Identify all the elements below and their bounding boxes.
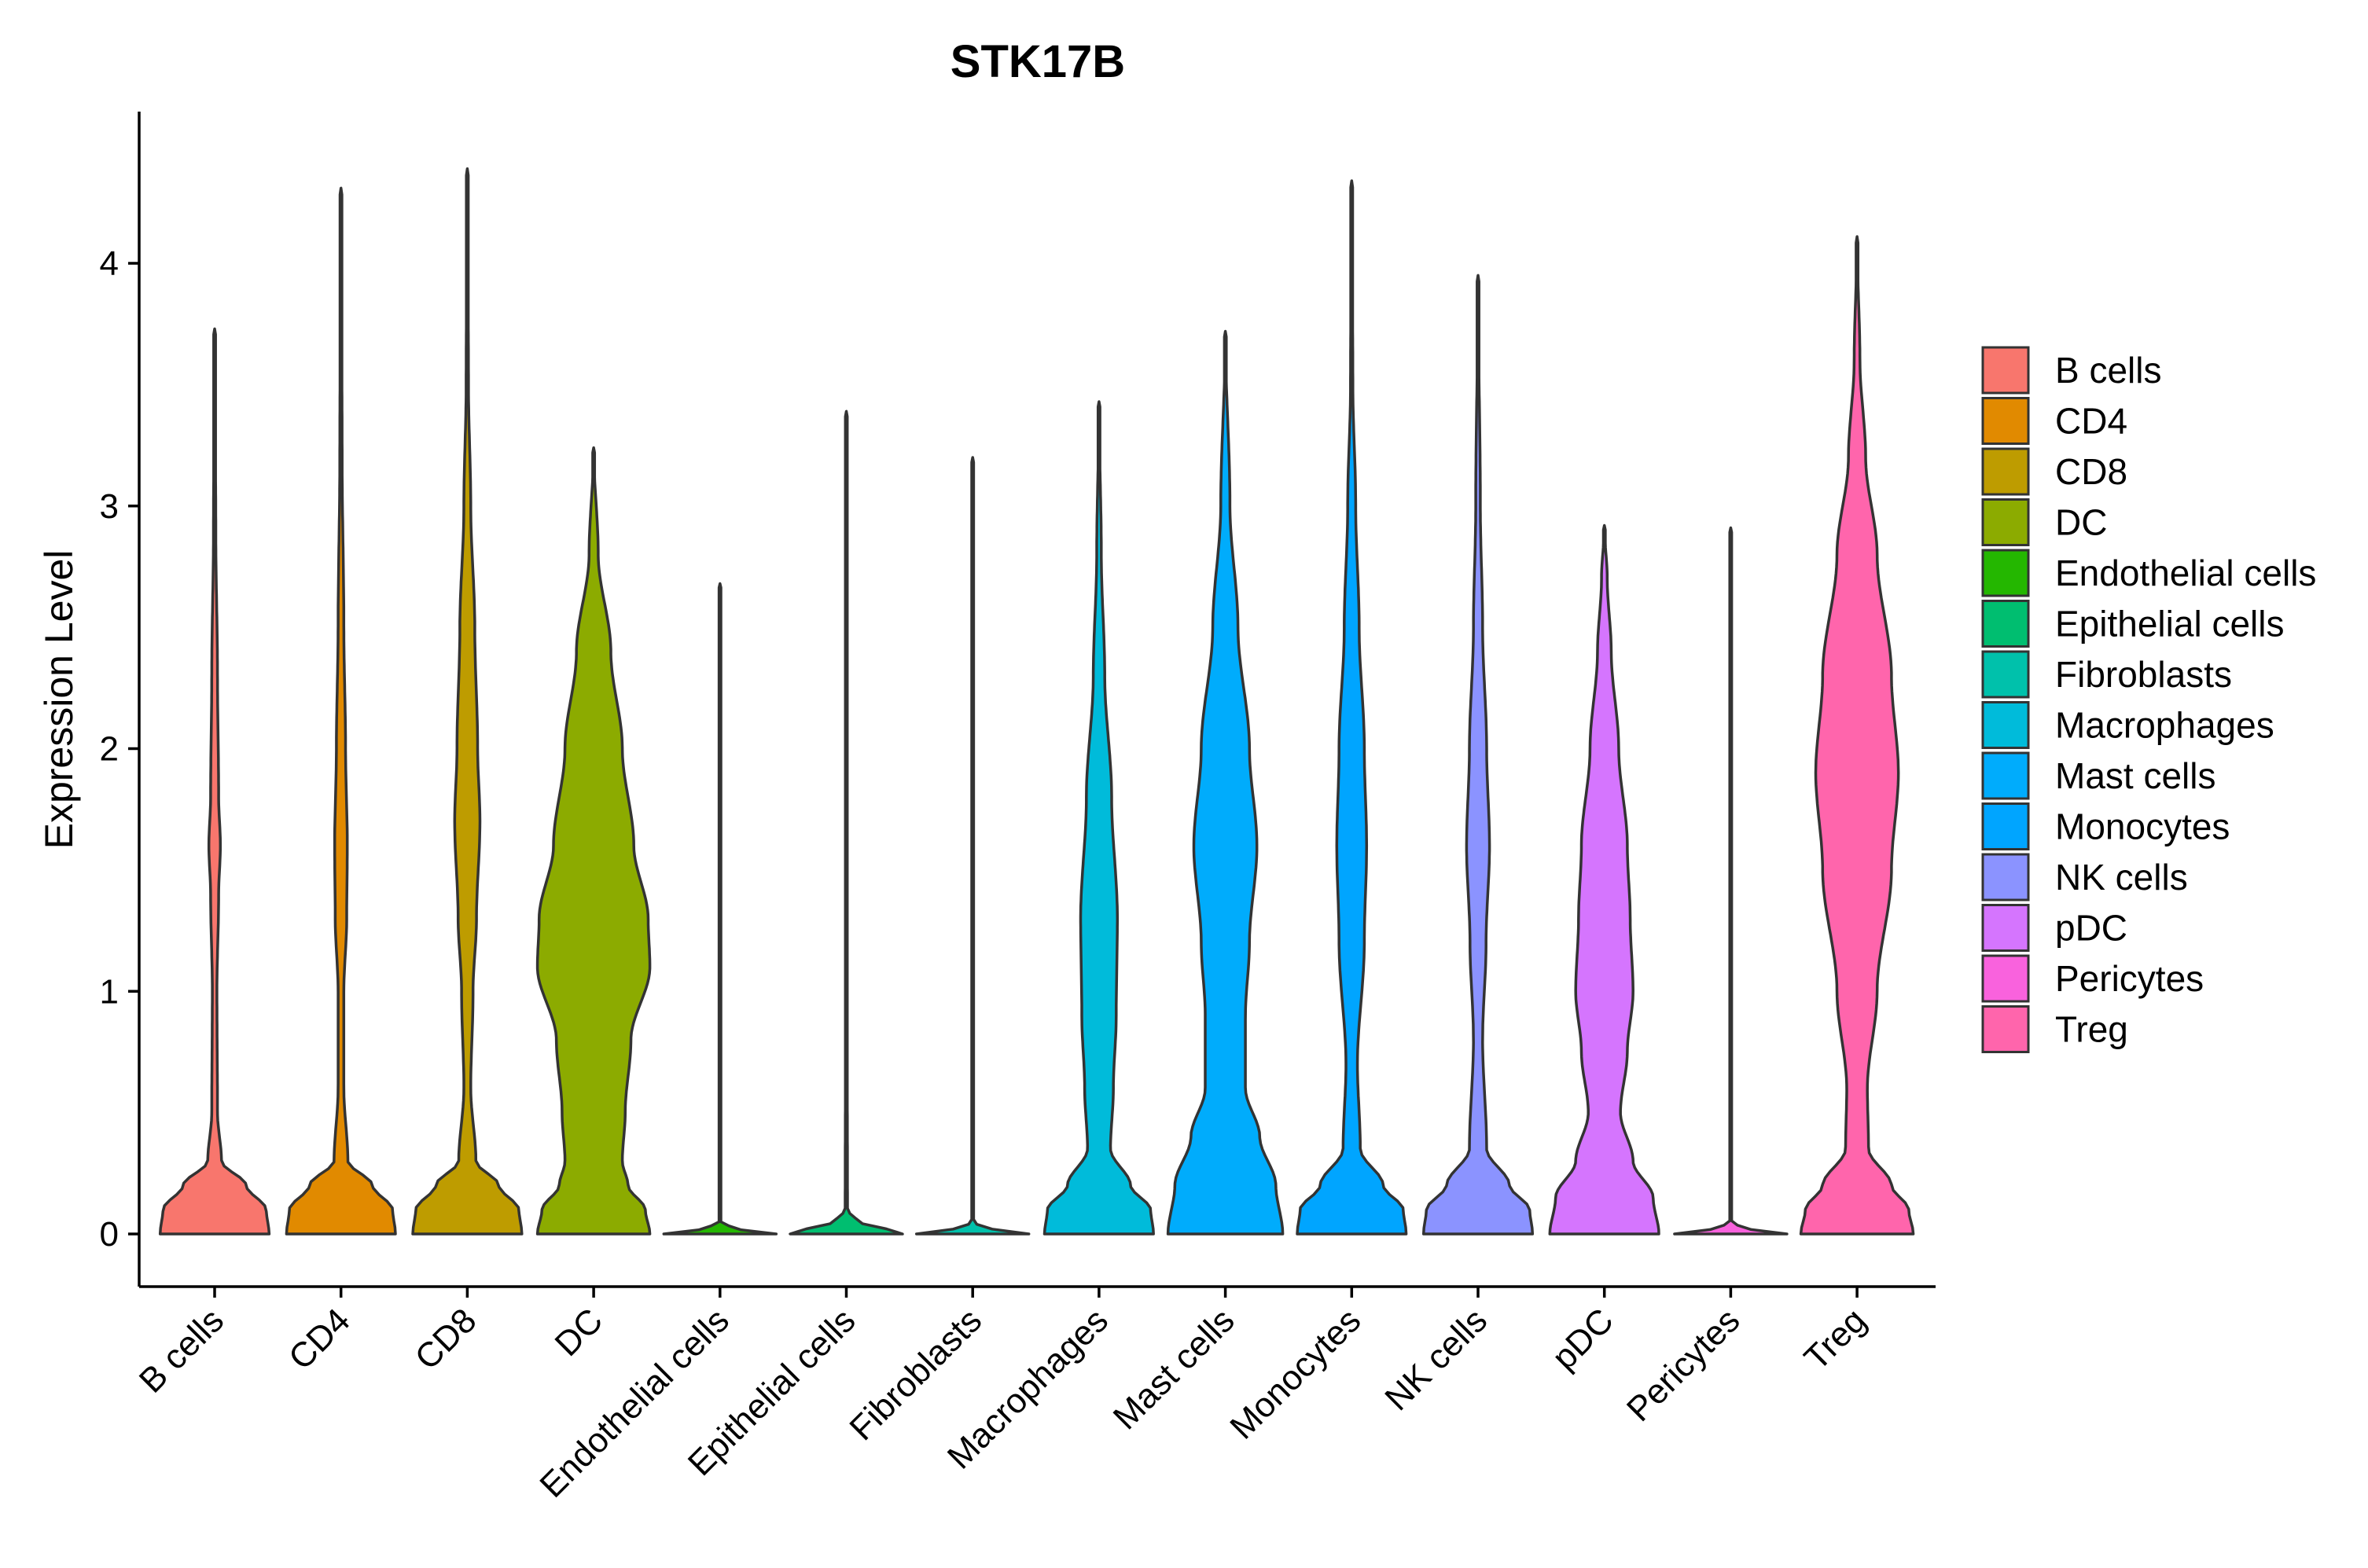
legend-key bbox=[1981, 447, 2030, 496]
legend-key bbox=[1981, 397, 2030, 445]
legend-label: Treg bbox=[2055, 1009, 2128, 1050]
x-tick-label: CD8 bbox=[408, 1301, 484, 1377]
legend-key bbox=[1981, 549, 2030, 597]
x-tick-label: CD4 bbox=[281, 1301, 358, 1377]
legend-label: Macrophages bbox=[2055, 705, 2274, 746]
y-tick-label: 0 bbox=[100, 1215, 119, 1254]
x-tick-label: B cells bbox=[132, 1301, 231, 1400]
chart-title: STK17B bbox=[951, 36, 1125, 87]
violin-dc bbox=[535, 446, 652, 1236]
violin-b-cells bbox=[158, 327, 271, 1236]
x-tick-label: DC bbox=[548, 1301, 611, 1364]
legend-label: Mast cells bbox=[2055, 755, 2215, 796]
legend-key bbox=[1981, 853, 2030, 902]
legend-label: Epithelial cells bbox=[2055, 604, 2284, 644]
legend-key bbox=[1981, 1005, 2030, 1053]
x-tick-label: Treg bbox=[1797, 1301, 1873, 1377]
y-tick-label: 3 bbox=[100, 487, 119, 526]
y-axis-title: Expression Level bbox=[37, 550, 81, 850]
violin-fibroblasts bbox=[914, 456, 1031, 1236]
violin-epithelial-cells bbox=[789, 409, 904, 1236]
violin-nk-cells bbox=[1421, 274, 1535, 1236]
legend-label: Fibroblasts bbox=[2055, 654, 2232, 695]
y-tick-label: 4 bbox=[100, 244, 119, 283]
x-tick-label: Monocytes bbox=[1223, 1301, 1368, 1446]
legend-key bbox=[1981, 701, 2030, 749]
legend-key bbox=[1981, 650, 2030, 699]
legend-label: NK cells bbox=[2055, 857, 2188, 898]
legend-label: DC bbox=[2055, 502, 2107, 543]
violin-treg bbox=[1799, 235, 1915, 1236]
y-tick-label: 1 bbox=[100, 972, 119, 1011]
x-tick-label: Mast cells bbox=[1106, 1301, 1242, 1437]
legend-label: CD8 bbox=[2055, 451, 2127, 492]
violin-pdc bbox=[1548, 523, 1660, 1236]
violin-endothelial-cells bbox=[662, 582, 778, 1236]
violin-cd4 bbox=[285, 186, 397, 1236]
legend: B cells CD4 CD8 DC Endothelial cells Epitheli… bbox=[1981, 346, 2316, 1053]
legend-label: CD4 bbox=[2055, 401, 2127, 442]
legend-key bbox=[1981, 954, 2030, 1003]
violin-monocytes bbox=[1296, 179, 1408, 1236]
legend-label: pDC bbox=[2055, 908, 2127, 949]
violin-cd8 bbox=[411, 167, 524, 1236]
legend-key bbox=[1981, 600, 2030, 648]
y-tick-label: 2 bbox=[100, 730, 119, 769]
legend-key bbox=[1981, 346, 2030, 395]
x-tick-label: pDC bbox=[1545, 1301, 1621, 1377]
legend-key bbox=[1981, 904, 2030, 952]
violin-mast-cells bbox=[1166, 329, 1285, 1236]
legend-label: Endothelial cells bbox=[2055, 553, 2316, 593]
violin-pericytes bbox=[1673, 526, 1789, 1236]
legend-key bbox=[1981, 802, 2030, 850]
legend-key bbox=[1981, 498, 2030, 546]
violin-macrophages bbox=[1042, 400, 1155, 1236]
x-tick-label: Pericytes bbox=[1620, 1301, 1748, 1429]
x-tick-label: NK cells bbox=[1377, 1301, 1495, 1418]
legend-label: B cells bbox=[2055, 350, 2161, 391]
legend-label: Pericytes bbox=[2055, 958, 2204, 999]
legend-key bbox=[1981, 751, 2030, 800]
legend-label: Monocytes bbox=[2055, 806, 2230, 847]
